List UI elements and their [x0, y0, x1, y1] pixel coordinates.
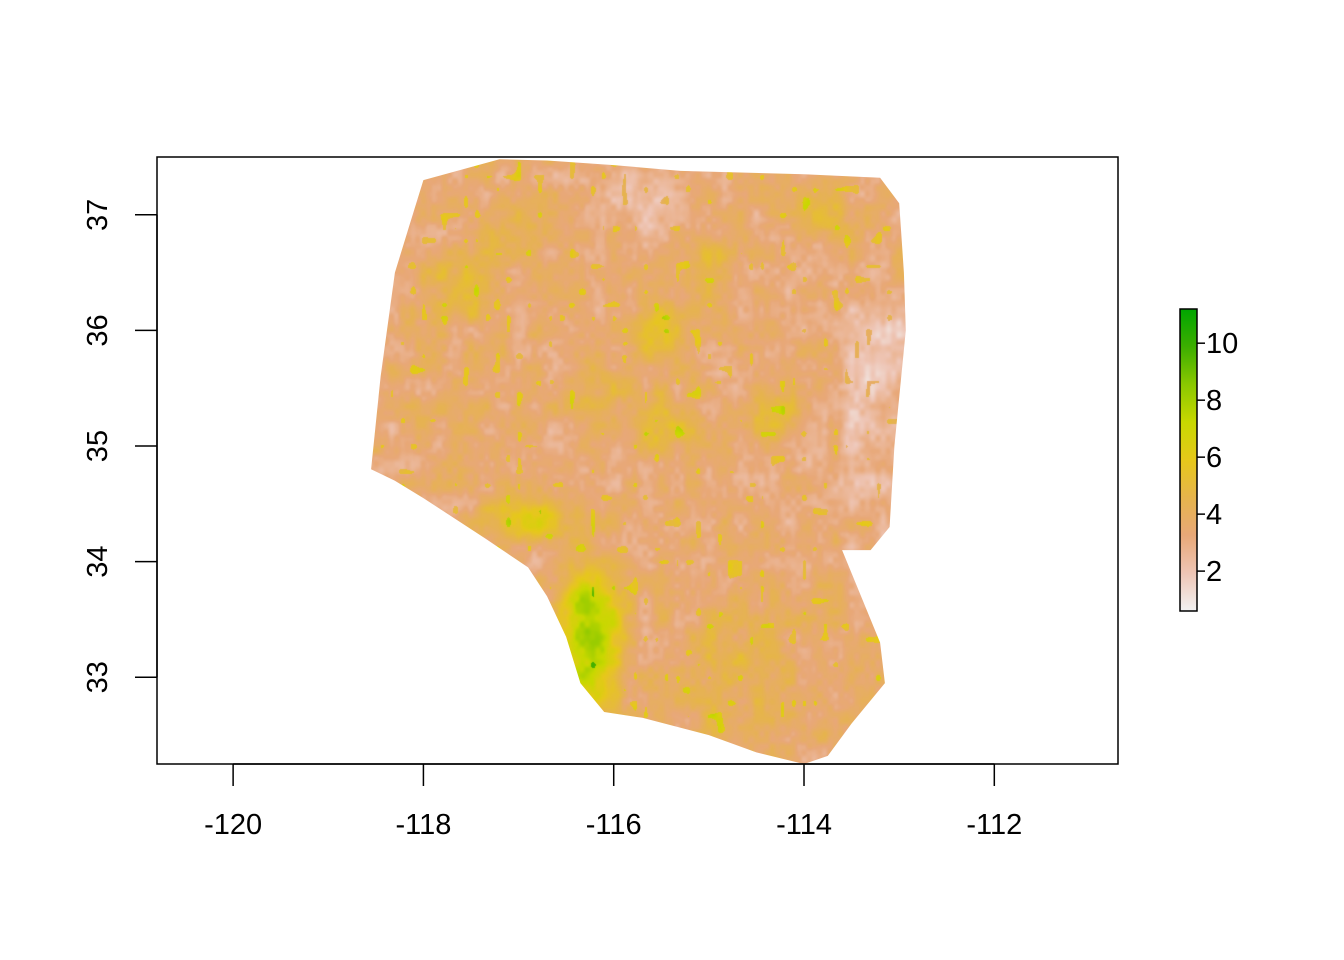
x-tick-label: -118 [395, 809, 451, 841]
raster-layer [371, 159, 906, 764]
legend-tick-label: 4 [1206, 499, 1222, 531]
y-tick-label: 36 [82, 314, 114, 346]
raster-image [371, 159, 906, 764]
y-tick-label: 33 [82, 661, 114, 693]
y-axis: 33 34 35 36 37 [82, 199, 158, 693]
x-tick-label: -112 [966, 809, 1022, 841]
x-axis: -120 -118 -116 -114 -112 [204, 763, 1022, 841]
x-tick-label: -116 [586, 809, 642, 841]
legend-colorbar [1179, 308, 1198, 612]
x-tick-label: -120 [204, 809, 262, 841]
color-legend: 2 4 6 8 10 [1179, 308, 1238, 612]
y-tick-label: 35 [82, 430, 114, 462]
legend-tick-label: 10 [1206, 328, 1238, 360]
legend-tick-label: 2 [1206, 556, 1222, 588]
x-tick-label: -114 [776, 809, 832, 841]
y-tick-label: 37 [82, 199, 114, 231]
y-tick-label: 34 [82, 546, 114, 578]
legend-tick-label: 8 [1206, 385, 1222, 417]
legend-tick-label: 6 [1206, 442, 1222, 474]
